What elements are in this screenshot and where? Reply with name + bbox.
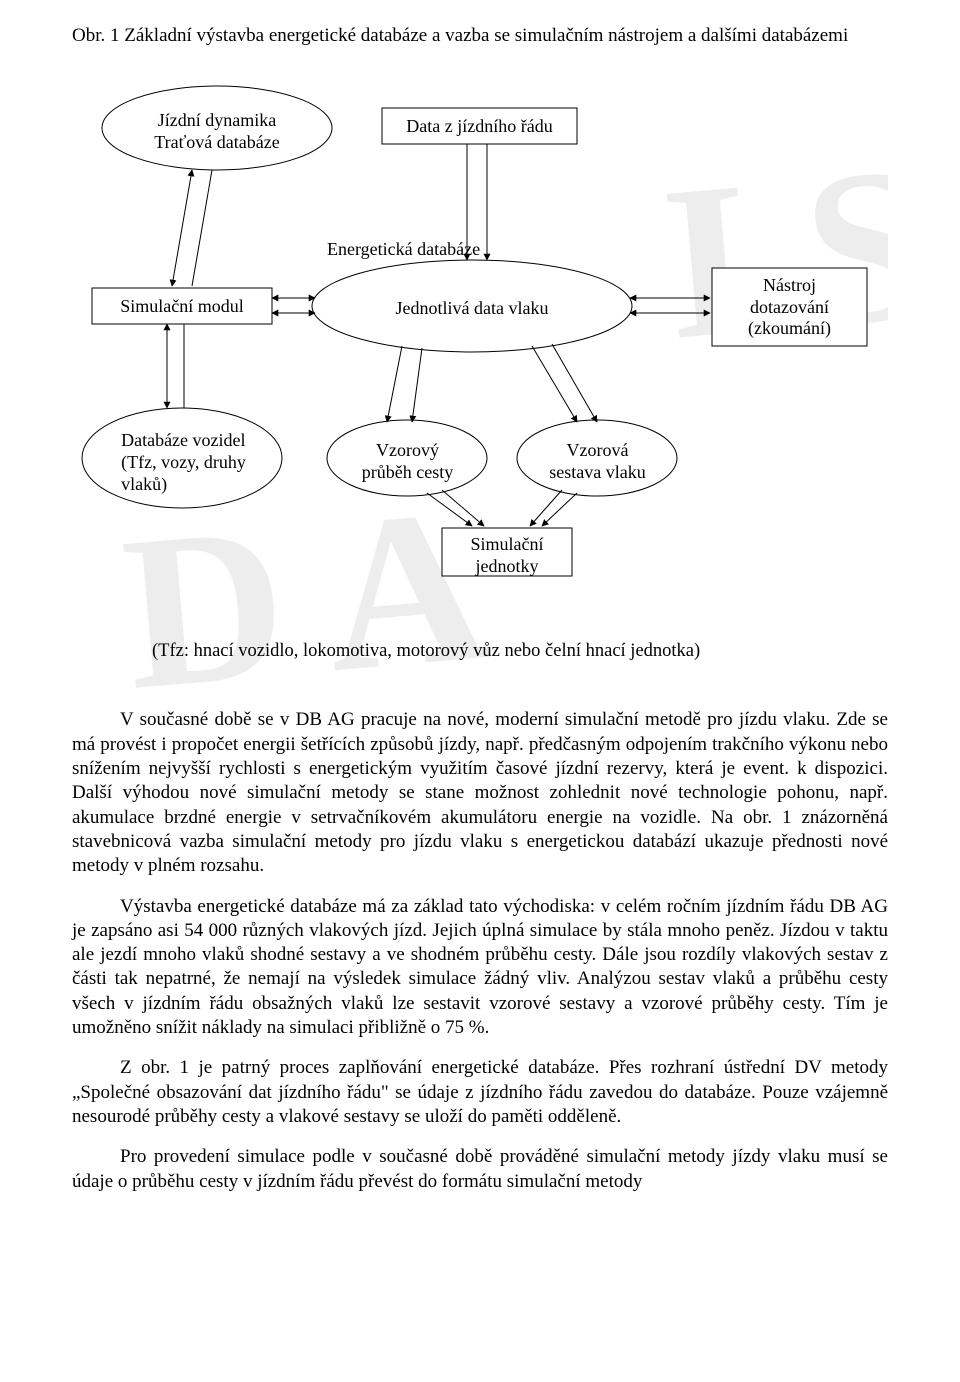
node-text: Databáze vozidel(Tfz, vozy, druhyvlaků) xyxy=(121,430,246,495)
node-text: Jednotlivá data vlaku xyxy=(396,298,549,320)
figure-caption: Obr. 1 Základní výstavba energetické dat… xyxy=(72,24,888,48)
node-text: Vzorovásestava vlaku xyxy=(549,440,645,483)
node-data-jizdniho-radu: Data z jízdního řádu xyxy=(382,112,577,142)
node-text: Nástrojdotazování(zkoumání) xyxy=(748,275,831,340)
diagram: I S D A xyxy=(72,68,888,688)
paragraph-4: Pro provedení simulace podle v současné … xyxy=(72,1145,888,1194)
node-simulacni-modul: Simulační modul xyxy=(92,292,272,322)
node-text: Simulačníjednotky xyxy=(471,534,544,577)
label-energeticka-databaze: Energetická databáze xyxy=(327,238,480,261)
node-databaze-vozidel: Databáze vozidel(Tfz, vozy, druhyvlaků) xyxy=(86,426,281,499)
node-text: Jízdní dynamikaTraťová databáze xyxy=(154,110,279,153)
paragraph-2: Výstavba energetické databáze má za zákl… xyxy=(72,895,888,1041)
node-nastroj-dotazovani: Nástrojdotazování(zkoumání) xyxy=(712,268,867,346)
node-jednotliva-data-vlaku: Jednotlivá data vlaku xyxy=(332,294,612,324)
node-text: Data z jízdního řádu xyxy=(406,116,552,138)
paragraph-1: V současné době se v DB AG pracuje na no… xyxy=(72,708,888,878)
node-jizdni-dynamika: Jízdní dynamikaTraťová databáze xyxy=(102,106,332,157)
node-text: Vzorovýprůběh cesty xyxy=(362,440,453,483)
node-simulacni-jednotky: Simulačníjednotky xyxy=(442,530,572,581)
tfz-note: (Tfz: hnací vozidlo, lokomotiva, motorov… xyxy=(152,640,700,664)
node-text: Simulační modul xyxy=(120,296,244,318)
node-vzorova-sestava: Vzorovásestava vlaku xyxy=(520,436,675,487)
paragraph-3: Z obr. 1 je patrný proces zaplňování ene… xyxy=(72,1056,888,1129)
node-vzorovy-prubeh: Vzorovýprůběh cesty xyxy=(330,436,485,487)
